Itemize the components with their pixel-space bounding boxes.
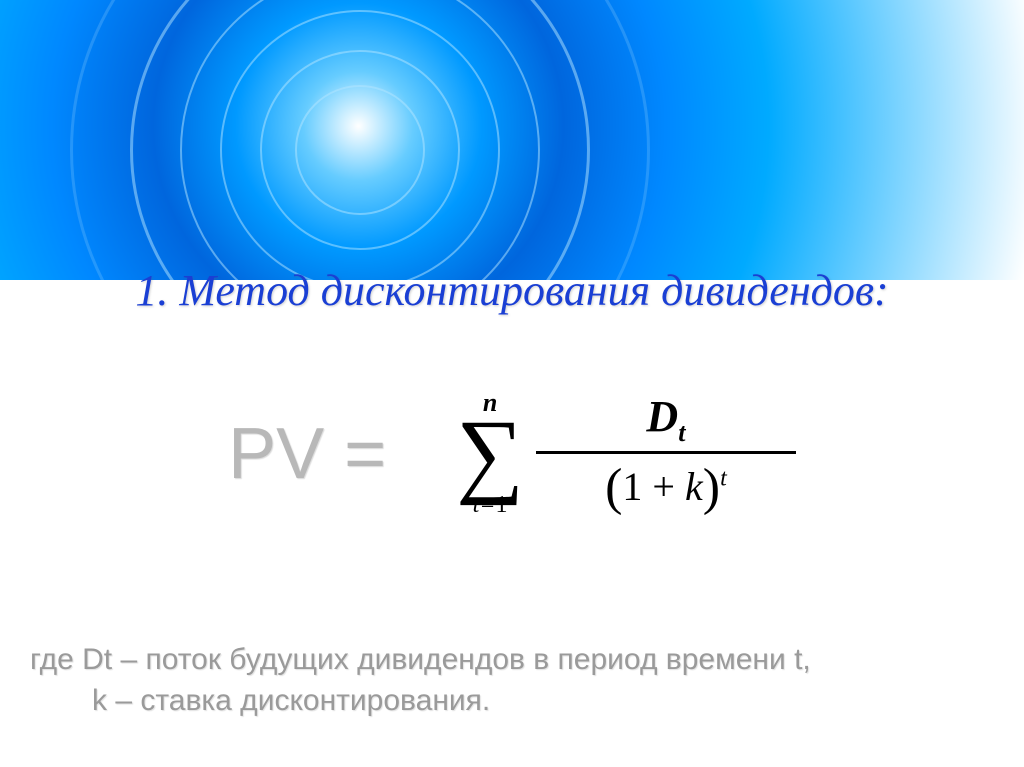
fraction: Dt (1 + k)t	[536, 391, 796, 517]
fraction-denominator: (1 + k)t	[605, 454, 727, 517]
legend-block: где Dt – поток будущих дивидендов в пери…	[30, 640, 811, 721]
slide-title: 1. Метод дисконтирования дивидендов:	[0, 265, 1024, 316]
summation-formula: n ∑ t=1 Dt (1 + k)t	[456, 390, 796, 517]
sum-lower-limit: t=1	[473, 493, 508, 517]
fraction-numerator: Dt	[626, 391, 705, 451]
pv-equals-label: PV =	[228, 413, 386, 495]
sigma-block: n ∑ t=1	[456, 390, 524, 517]
formula-row: PV = n ∑ t=1 Dt (1 + k)t	[0, 390, 1024, 517]
sigma-symbol: ∑	[456, 418, 524, 489]
legend-line-1: где Dt – поток будущих дивидендов в пери…	[30, 640, 811, 681]
legend-line-2: k – ставка дисконтирования.	[30, 681, 811, 722]
